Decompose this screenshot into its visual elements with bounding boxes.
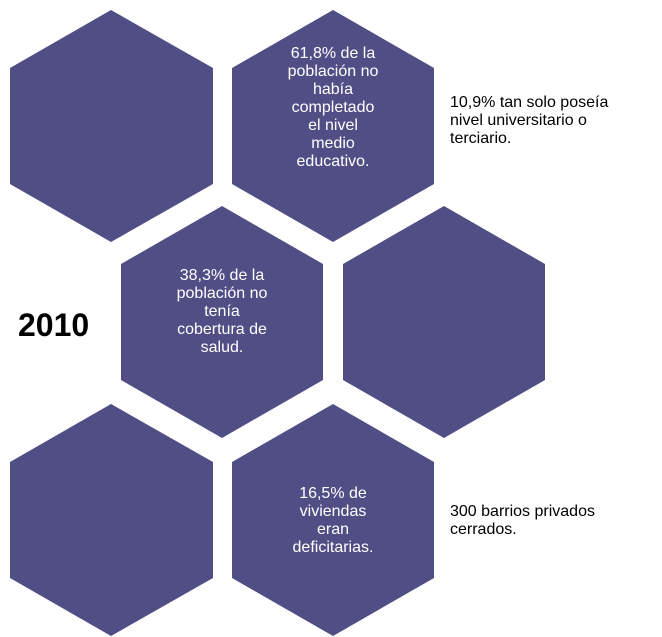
hex-bottom-middle	[232, 404, 434, 636]
hex-top-middle-text: 61,8% de la población no había completad…	[287, 45, 379, 170]
hex-bottom-middle-text: 16,5% de viviendas eran deficitarias.	[292, 485, 374, 556]
hex-bottom-left	[10, 404, 213, 636]
hex-middle-right	[343, 206, 545, 438]
hex-top-left	[10, 10, 213, 242]
year-label: 2010	[18, 307, 90, 343]
hex-middle-left-text: 38,3% de la población no tenía cobertura…	[176, 267, 268, 356]
note-private-neighborhoods: 300 barrios privados cerrados.	[450, 503, 595, 538]
hex-top-middle	[232, 10, 434, 242]
note-university: 10,9% tan solo poseía nivel universitari…	[450, 94, 609, 147]
hex-middle-left	[121, 206, 323, 438]
